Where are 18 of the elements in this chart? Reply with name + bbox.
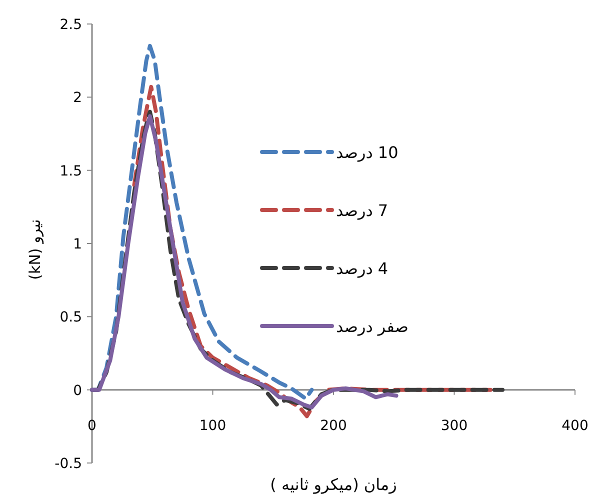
legend-label: 4 درصد <box>336 259 388 278</box>
x-tick-label: 200 <box>320 418 347 434</box>
x-axis-title: زمان (میکرو ثانیه ) <box>270 475 397 494</box>
y-tick-label: 1.5 <box>60 163 82 180</box>
y-axis-title: نیرو (kN) <box>26 219 44 280</box>
x-tick-label: 0 <box>88 418 96 434</box>
y-tick-label: 2.5 <box>60 17 82 33</box>
legend-label: صفر درصد <box>336 317 408 336</box>
x-tick-label: 400 <box>562 418 588 434</box>
y-tick-label: -0.5 <box>54 456 82 472</box>
x-tick-label: 100 <box>199 418 226 434</box>
x-tick-label: 300 <box>440 418 468 434</box>
y-tick-label: 0 <box>73 382 82 399</box>
y-tick-label: 1 <box>73 236 82 252</box>
legend-label: 10 درصد <box>336 143 398 162</box>
y-tick-label: 2 <box>73 90 82 106</box>
y-tick-label: 0.5 <box>60 310 82 326</box>
legend-label: 7 درصد <box>336 201 388 220</box>
